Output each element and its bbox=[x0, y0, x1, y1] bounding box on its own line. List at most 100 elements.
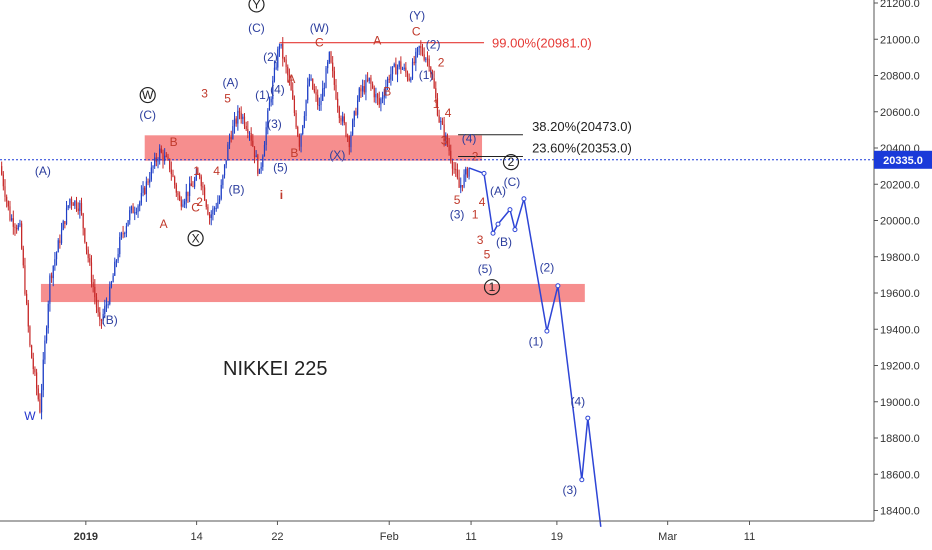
price-tick-label: 21000.0 bbox=[880, 34, 920, 46]
candle-body bbox=[370, 77, 372, 84]
time-axis[interactable]: 2019 14 22 Feb 11 19 Mar 11 bbox=[0, 520, 874, 543]
projection-point bbox=[555, 283, 561, 289]
projection-line bbox=[468, 167, 602, 527]
wave-label: ii bbox=[411, 0, 418, 2]
candle-body bbox=[378, 98, 380, 105]
wave-label: A bbox=[373, 34, 381, 48]
candle-body bbox=[72, 203, 74, 206]
candle-body bbox=[69, 198, 71, 206]
candle-body bbox=[391, 66, 394, 75]
candle-body bbox=[19, 223, 21, 226]
candle-body bbox=[109, 286, 111, 305]
candle-body bbox=[160, 148, 162, 153]
candle-body bbox=[312, 78, 314, 90]
candle-body bbox=[74, 200, 76, 206]
candle-body bbox=[420, 46, 422, 49]
candle-body bbox=[87, 249, 89, 259]
wave-label: (2) bbox=[426, 37, 441, 51]
candle-body bbox=[130, 206, 133, 211]
candle-body bbox=[29, 326, 31, 346]
candle-body bbox=[297, 127, 299, 136]
time-tick-label: Feb bbox=[380, 531, 399, 543]
candle-body bbox=[435, 88, 437, 99]
candle-body bbox=[45, 328, 48, 341]
candle-body bbox=[32, 358, 34, 370]
wave-label: 3 bbox=[201, 86, 208, 100]
candle-body bbox=[408, 78, 410, 81]
price-tick-label: 19400.0 bbox=[880, 324, 920, 336]
candle-body bbox=[333, 71, 335, 85]
price-tick-label: 21200.0 bbox=[880, 0, 920, 10]
candle-body bbox=[165, 155, 167, 157]
candle-body bbox=[446, 135, 449, 146]
price-tick-label: 18800.0 bbox=[880, 433, 920, 445]
wave-label: 5 bbox=[454, 193, 461, 207]
candle-body bbox=[431, 73, 434, 79]
candle-body bbox=[436, 98, 439, 116]
price-tick-label: 19200.0 bbox=[880, 361, 920, 373]
candle-body bbox=[154, 157, 156, 167]
candle-body bbox=[265, 127, 267, 146]
candle-body bbox=[456, 169, 459, 178]
candle-body bbox=[441, 121, 444, 125]
candle-body bbox=[455, 169, 457, 171]
candle-body bbox=[1, 166, 3, 175]
price-tick-label: 19600.0 bbox=[880, 288, 920, 300]
wave-label: (1) bbox=[529, 335, 544, 349]
time-tick-label: 14 bbox=[190, 531, 202, 543]
wave-label: (4) bbox=[571, 394, 586, 408]
wave-label: (4) bbox=[270, 83, 285, 97]
candle-body bbox=[127, 220, 129, 227]
candle-body bbox=[458, 177, 460, 188]
candle-body bbox=[104, 306, 106, 315]
candle-body bbox=[90, 262, 93, 283]
chart-title: NIKKEI 225 bbox=[223, 358, 328, 380]
candle-body bbox=[162, 152, 164, 162]
candle-body bbox=[124, 233, 126, 235]
candle-body bbox=[228, 137, 231, 145]
projection-point bbox=[495, 221, 501, 227]
candle-body bbox=[2, 174, 4, 187]
candle-body bbox=[172, 174, 174, 177]
candle-body bbox=[37, 388, 39, 400]
candle-body bbox=[468, 167, 470, 177]
candle-body bbox=[275, 67, 277, 69]
candle-body bbox=[70, 198, 73, 204]
candle-body bbox=[298, 135, 300, 147]
candle-body bbox=[238, 110, 241, 113]
candle-body bbox=[320, 100, 322, 105]
candle-body bbox=[438, 115, 440, 123]
candle-body bbox=[22, 248, 24, 266]
wave-label: (A) bbox=[35, 164, 51, 178]
wave-label: 5 bbox=[224, 92, 231, 106]
price-axis[interactable]: 18400.0 18600.0 18800.0 19000.0 19200.0 19400… bbox=[873, 0, 920, 521]
candle-body bbox=[292, 90, 294, 100]
candle-body bbox=[365, 79, 367, 93]
candle-body bbox=[137, 206, 139, 212]
projection-point bbox=[481, 170, 487, 176]
candle-body bbox=[318, 104, 320, 106]
candle-body bbox=[272, 80, 274, 99]
candle-body bbox=[6, 196, 8, 202]
current-price-value: 20335.0 bbox=[883, 155, 923, 167]
candle-body bbox=[418, 46, 420, 48]
candle-body bbox=[461, 185, 464, 187]
candle-body bbox=[94, 286, 96, 298]
candle-body bbox=[263, 145, 266, 157]
candle-body bbox=[80, 202, 83, 214]
candle-body bbox=[225, 160, 227, 165]
candle-body bbox=[40, 390, 43, 413]
candle-body bbox=[182, 204, 184, 207]
wave-label: C bbox=[191, 200, 200, 214]
candle-body bbox=[75, 200, 78, 209]
candle-body bbox=[215, 207, 217, 209]
candle-body bbox=[267, 110, 269, 128]
candle-body bbox=[180, 200, 182, 207]
candle-body bbox=[120, 233, 123, 238]
current-price-badge: 20335.0 bbox=[874, 150, 932, 169]
candle-body bbox=[332, 62, 334, 72]
wave-label: (3) bbox=[563, 483, 578, 497]
candle-body bbox=[343, 116, 345, 123]
candle-body bbox=[59, 240, 61, 244]
candle-body bbox=[288, 75, 291, 80]
